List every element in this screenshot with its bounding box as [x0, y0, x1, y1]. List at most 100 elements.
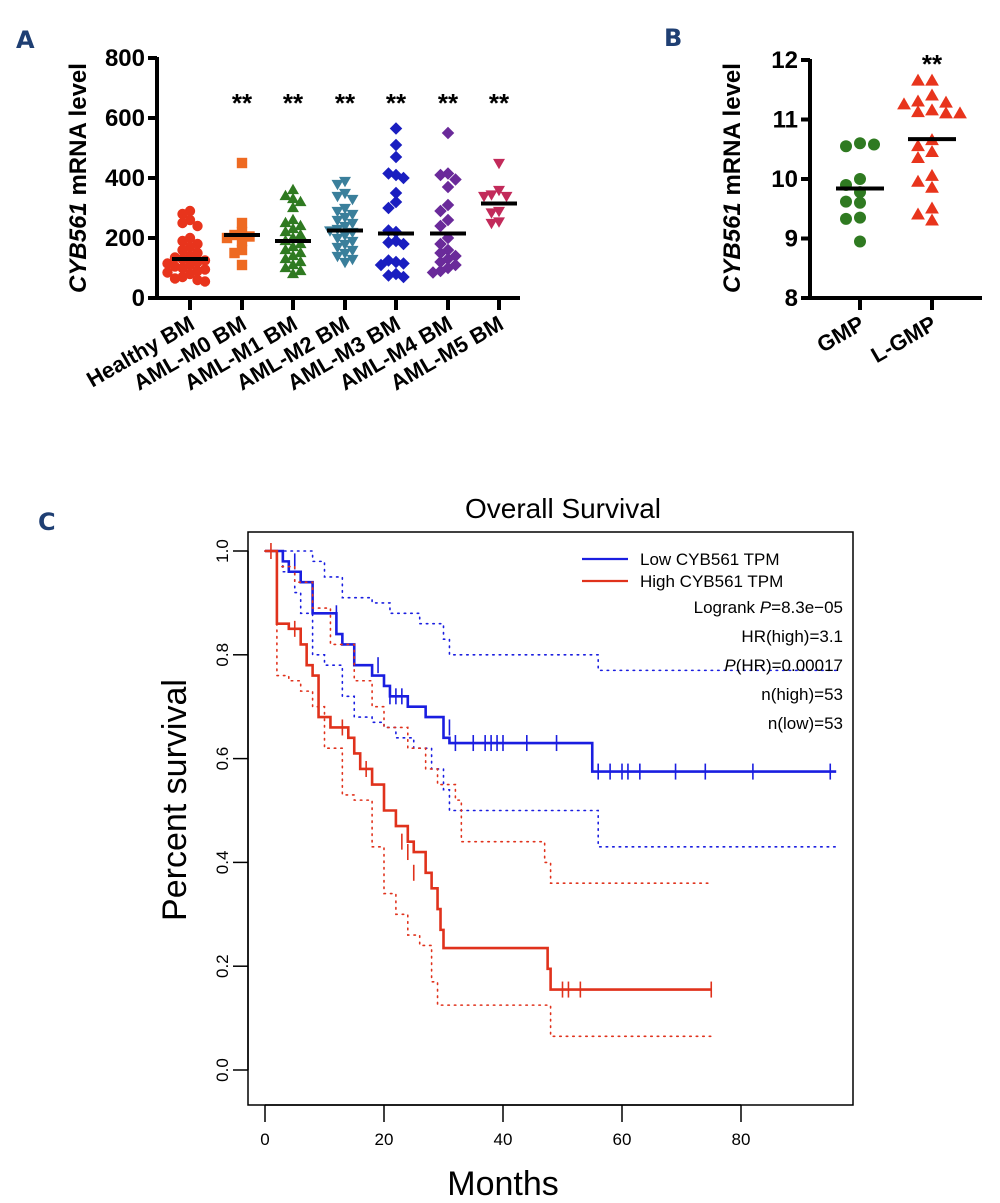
y-tick-label: 8 — [785, 285, 798, 312]
x-tick-label: 0 — [260, 1130, 269, 1149]
data-point — [449, 173, 462, 186]
data-point — [389, 150, 403, 164]
data-point — [339, 188, 351, 200]
data-point — [294, 195, 307, 207]
data-point — [177, 235, 188, 247]
data-point — [426, 266, 440, 279]
data-point — [925, 103, 939, 116]
stat-suffix: (HR)=0.00017 — [736, 656, 843, 675]
panel-c-y-axis-label: Percent survival — [156, 679, 194, 921]
stat-annotation: n(low)=53 — [768, 714, 843, 733]
data-point — [434, 237, 447, 251]
data-point — [911, 139, 925, 152]
data-point — [911, 207, 925, 220]
data-point — [236, 157, 248, 169]
data-point — [500, 191, 513, 203]
data-point — [169, 273, 181, 284]
series-aml-m2-bm — [324, 176, 363, 269]
data-point — [346, 236, 359, 248]
stat-suffix: =8.3e−05 — [771, 598, 843, 617]
data-point — [339, 176, 351, 188]
data-point — [493, 158, 505, 170]
data-point — [287, 240, 299, 252]
data-point — [339, 257, 351, 269]
data-point — [279, 252, 292, 264]
data-point — [192, 220, 203, 232]
panel-c-title: Overall Survival — [465, 493, 661, 524]
data-point — [331, 206, 344, 218]
data-point — [294, 246, 307, 258]
panel-letter-a: A — [16, 26, 35, 54]
data-point — [485, 218, 498, 230]
data-point — [236, 244, 248, 256]
data-point — [925, 201, 939, 214]
data-point — [287, 267, 299, 279]
data-point — [294, 255, 307, 267]
panel-letter-b: B — [664, 24, 682, 52]
data-point — [911, 174, 925, 187]
y-tick-label: 400 — [105, 165, 145, 192]
data-point — [199, 276, 211, 287]
data-point — [339, 212, 351, 224]
data-point — [854, 196, 866, 209]
significance-marker: ** — [489, 88, 510, 118]
data-point — [382, 167, 395, 180]
data-point — [279, 243, 292, 255]
series-aml-m0-bm — [221, 157, 260, 271]
data-point — [221, 232, 233, 244]
data-point — [911, 105, 925, 118]
data-point — [279, 216, 292, 228]
data-point — [397, 171, 410, 185]
data-point — [840, 195, 852, 208]
data-point — [397, 237, 410, 251]
data-point — [434, 204, 447, 218]
y-tick-label: 0.0 — [213, 1058, 232, 1082]
data-point — [840, 212, 852, 225]
legend-label: Low CYB561 TPM — [640, 550, 780, 569]
data-point — [331, 233, 344, 245]
data-point — [177, 217, 188, 229]
data-point — [339, 230, 351, 242]
y-tick-label: 0.8 — [213, 643, 232, 667]
y-tick-label: 11 — [773, 107, 798, 134]
series-aml-m1-bm — [275, 183, 311, 279]
data-point — [382, 201, 395, 215]
data-point — [331, 179, 344, 191]
data-point — [374, 258, 388, 272]
data-point — [389, 122, 403, 135]
data-point — [331, 191, 344, 203]
y-label-rest: mRNA level — [719, 63, 746, 202]
y-label-italic: CYB561 — [719, 202, 746, 293]
panel-c-chart: Overall Survival Months Percent survival… — [156, 493, 854, 1203]
x-tick-label: 40 — [494, 1130, 513, 1149]
y-tick-label: 9 — [785, 226, 798, 253]
stat-annotation: HR(high)=3.1 — [741, 627, 843, 646]
series-aml-m5-bm — [478, 158, 517, 230]
ci-upper-line — [264, 550, 837, 672]
data-point — [294, 219, 307, 231]
ci-lower-line — [264, 550, 837, 848]
data-point — [339, 221, 351, 233]
data-point — [177, 208, 188, 220]
y-tick-label: 0.2 — [213, 954, 232, 978]
data-point — [939, 95, 953, 108]
stat-italic: P — [760, 598, 772, 617]
data-point — [346, 245, 359, 257]
data-point — [287, 213, 299, 225]
data-point — [441, 213, 455, 227]
data-point — [389, 195, 403, 209]
data-point — [339, 239, 351, 251]
y-tick-label: 600 — [105, 105, 145, 132]
data-point — [177, 262, 188, 274]
data-point — [339, 203, 351, 215]
data-point — [868, 138, 880, 151]
data-point — [382, 269, 395, 282]
y-tick-label: 0.4 — [213, 851, 232, 875]
ci-upper-line — [264, 550, 713, 884]
x-category-label: L-GMP — [867, 311, 941, 368]
data-point — [162, 267, 173, 278]
panel-letter-c: C — [38, 508, 56, 536]
data-point — [493, 185, 505, 197]
y-tick-label: 1.0 — [213, 539, 232, 563]
